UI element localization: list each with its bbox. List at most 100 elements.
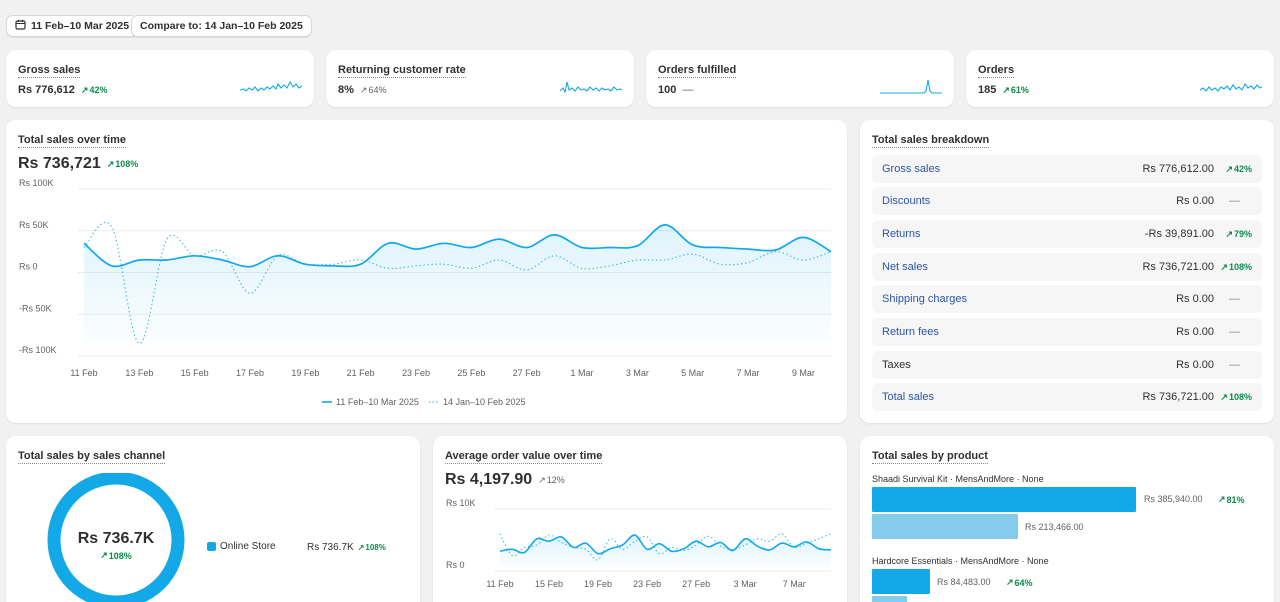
metric-card-gross-sales[interactable]: Gross sales Rs 776,612 ↗ 42% <box>6 50 314 107</box>
x-tick-label: 7 Mar <box>736 368 759 378</box>
breakdown-label[interactable]: Gross sales <box>882 163 941 175</box>
arrow-up-right-icon: ↗ <box>359 84 368 95</box>
total-sales-breakdown-card: Total sales breakdown Gross sales Rs 776,… <box>860 120 1274 423</box>
legend-current: 11 Feb–10 Mar 2025 <box>336 397 419 407</box>
breakdown-title[interactable]: Total sales breakdown <box>872 134 990 148</box>
metric-title[interactable]: Gross sales <box>18 64 81 78</box>
breakdown-amount: Rs 0.00 <box>1176 359 1214 371</box>
date-range-label: 11 Feb–10 Mar 2025 <box>31 20 130 32</box>
total-sales-over-time-card: Total sales over time Rs 736,721 ↗ 108% R… <box>6 120 847 423</box>
breakdown-row[interactable]: Return fees Rs 0.00 — <box>872 318 1262 346</box>
total-sales-chart[interactable]: Rs 100K Rs 50K Rs 0 -Rs 50K -Rs 100K 11 Feb 13… <box>6 120 847 423</box>
breakdown-label[interactable]: Return fees <box>882 326 939 338</box>
breakdown-label[interactable]: Discounts <box>882 195 931 207</box>
y-tick-label: Rs 0 <box>19 262 38 272</box>
calendar-icon <box>15 19 26 33</box>
metric-card-orders[interactable]: Orders 185 ↗ 61% <box>966 50 1274 107</box>
x-tick-label: 3 Mar <box>734 579 757 589</box>
breakdown-row[interactable]: Shipping charges Rs 0.00 — <box>872 285 1262 313</box>
current-series-line <box>499 534 832 555</box>
sales-channel-card: Total sales by sales channel Rs 736.7K ↗… <box>6 436 420 602</box>
change-badge: ↗ 81% <box>1218 494 1245 505</box>
channel-donut[interactable] <box>41 473 191 602</box>
arrow-up-right-icon: ↗ <box>1218 494 1226 504</box>
breakdown-row[interactable]: Total sales Rs 736,721.00 ↗ 108% <box>872 383 1262 411</box>
x-tick-label: 19 Feb <box>584 579 612 589</box>
x-tick-label: 7 Mar <box>783 579 806 589</box>
arrow-up-right-icon: ↗ <box>1006 577 1014 587</box>
channel-title[interactable]: Total sales by sales channel <box>18 450 166 464</box>
metric-title[interactable]: Orders <box>978 64 1015 78</box>
product-bar-previous[interactable] <box>872 514 1018 539</box>
breakdown-change: — <box>1229 195 1240 207</box>
legend-value: Rs 736.7K <box>307 542 354 553</box>
arrow-up-right-icon: ↗ <box>1002 84 1010 95</box>
breakdown-row[interactable]: Taxes Rs 0.00 — <box>872 351 1262 379</box>
arrow-up-right-icon: ↗ <box>100 550 108 560</box>
change-value: 61% <box>1010 85 1029 95</box>
breakdown-change: — <box>1229 359 1240 371</box>
aov-title[interactable]: Average order value over time <box>445 450 603 464</box>
change-badge: ↗ 108% <box>107 159 139 170</box>
breakdown-label[interactable]: Shipping charges <box>882 293 968 305</box>
aov-value: Rs 4,197.90 <box>445 471 533 488</box>
compare-button[interactable]: Compare to: 14 Jan–10 Feb 2025 <box>131 15 312 37</box>
x-tick-label: 11 Feb <box>70 368 97 378</box>
breakdown-amount: Rs 0.00 <box>1176 195 1214 207</box>
metric-title[interactable]: Orders fulfilled <box>658 64 737 78</box>
channel-legend-item[interactable]: Online Store <box>207 541 276 552</box>
change-value: 108% <box>108 550 132 561</box>
y-tick-label: Rs 100K <box>19 178 54 188</box>
product-bar-previous[interactable] <box>872 596 907 602</box>
change-value: 64% <box>368 85 387 95</box>
chart-legend[interactable]: 11 Feb–10 Mar 2025 14 Jan–10 Feb 2025 <box>322 397 526 407</box>
arrow-up-right-icon: ↗ <box>80 84 89 95</box>
breakdown-change: — <box>1229 293 1240 305</box>
x-tick-label: 27 Feb <box>513 368 541 378</box>
breakdown-label[interactable]: Total sales <box>882 391 934 403</box>
metric-value: 8% <box>338 84 354 96</box>
current-series-area <box>84 224 831 356</box>
change-badge: ↗ 64% <box>360 85 387 96</box>
product-current-value: Rs 385,940.00 <box>1144 494 1203 504</box>
breakdown-row[interactable]: Gross sales Rs 776,612.00 ↗ 42% <box>872 155 1262 183</box>
compare-label: Compare to: 14 Jan–10 Feb 2025 <box>140 20 303 32</box>
change-value: 81% <box>1226 494 1245 505</box>
arrow-up-right-icon: ↗ <box>106 158 115 169</box>
breakdown-row[interactable]: Net sales Rs 736,721.00 ↗ 108% <box>872 253 1262 281</box>
product-title[interactable]: Total sales by product <box>872 450 988 464</box>
date-range-button[interactable]: 11 Feb–10 Mar 2025 <box>6 15 139 37</box>
metric-value: 185 <box>978 84 997 96</box>
change-value: 108% <box>1228 392 1252 402</box>
change-badge: ↗ 61% <box>1002 85 1029 96</box>
metric-title[interactable]: Returning customer rate <box>338 64 466 78</box>
product-bar-current[interactable] <box>872 569 930 594</box>
change-value: 108% <box>115 159 139 169</box>
aov-chart[interactable]: Rs 10K Rs 0 11 Feb 15 Feb 19 Feb 23 Feb 27 Feb… <box>433 436 847 602</box>
breakdown-row[interactable]: Discounts Rs 0.00 — <box>872 187 1262 215</box>
arrow-up-right-icon: ↗ <box>1225 163 1233 174</box>
metric-value: Rs 776,612 <box>18 84 75 96</box>
breakdown-label[interactable]: Returns <box>882 228 921 240</box>
breakdown-change: ↗ 42% <box>1214 164 1252 175</box>
legend-previous: 14 Jan–10 Feb 2025 <box>443 397 526 407</box>
breakdown-label[interactable]: Net sales <box>882 261 928 273</box>
breakdown-label: Taxes <box>882 359 911 371</box>
change-badge: ↗ 64% <box>1006 577 1033 588</box>
change-badge: ↗ 42% <box>81 85 108 96</box>
change-value: 12% <box>546 475 565 485</box>
change-value: 108% <box>1228 262 1252 272</box>
metric-card-returning-customer-rate[interactable]: Returning customer rate 8% ↗ 64% <box>326 50 634 107</box>
change-value: — <box>682 84 694 96</box>
chart-title[interactable]: Total sales over time <box>18 134 127 148</box>
x-tick-label: 15 Feb <box>181 368 209 378</box>
breakdown-amount: Rs 776,612.00 <box>1142 163 1214 175</box>
breakdown-row[interactable]: Returns -Rs 39,891.00 ↗ 79% <box>872 220 1262 248</box>
legend-label: Online Store <box>220 541 276 552</box>
product-bar-current[interactable] <box>872 487 1136 512</box>
product-previous-value: Rs 213,466.00 <box>1025 522 1084 532</box>
change-badge: ↗ 108% <box>100 550 132 561</box>
x-tick-label: 17 Feb <box>236 368 264 378</box>
metric-card-orders-fulfilled[interactable]: Orders fulfilled 100 — <box>646 50 954 107</box>
breakdown-amount: Rs 0.00 <box>1176 293 1214 305</box>
